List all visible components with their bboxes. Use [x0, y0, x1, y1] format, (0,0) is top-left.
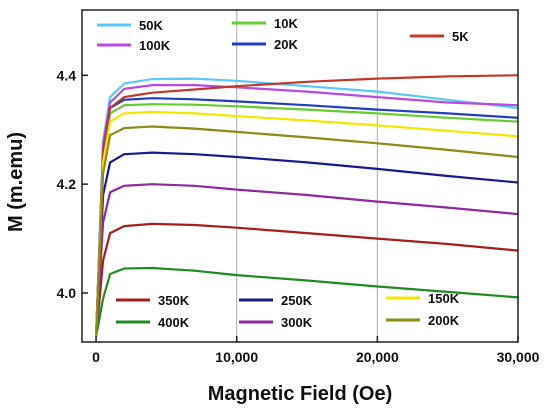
- y-tick-label: 4.2: [57, 176, 77, 192]
- legend-label-250k: 250K: [281, 293, 313, 308]
- series-line-5k: [95, 74, 519, 337]
- legend-label-200k: 200K: [428, 313, 460, 328]
- y-axis-title: M (m.emu): [5, 132, 27, 232]
- x-tick-label: 10,000: [215, 349, 258, 365]
- legend-label-5k: 5K: [452, 29, 469, 44]
- series-line-150k: [95, 110, 519, 337]
- series-line-350k: [95, 222, 519, 337]
- x-tick-label: 0: [92, 349, 100, 365]
- y-tick-label: 4.4: [57, 67, 77, 83]
- legend-label-20k: 20K: [274, 37, 298, 52]
- x-tick-label: 20,000: [356, 349, 399, 365]
- series-line-300k: [95, 183, 519, 337]
- series-line-250k: [95, 151, 519, 337]
- plot-frame: [81, 9, 519, 343]
- legend-label-50k: 50K: [139, 18, 163, 33]
- series-line-400k: [95, 266, 519, 337]
- series-line-200k: [95, 125, 519, 337]
- x-axis-title: Magnetic Field (Oe): [208, 383, 392, 405]
- y-tick-label: 4.0: [57, 285, 77, 301]
- legend-label-10k: 10K: [274, 16, 298, 31]
- legend-label-350k: 350K: [158, 293, 190, 308]
- legend: 50K 100K 10K 20K 5K 350K 400K 250K 300K 150K 200K: [97, 16, 469, 330]
- x-tick-label: 30,000: [497, 349, 540, 365]
- series-lines: [95, 74, 519, 337]
- axis-ticks: 0 10,000 20,000 30,000 4.0 4.2 4.4: [57, 67, 540, 365]
- legend-label-300k: 300K: [281, 315, 313, 330]
- legend-label-400k: 400K: [158, 315, 190, 330]
- legend-label-100k: 100K: [139, 38, 171, 53]
- legend-label-150k: 150K: [428, 291, 460, 306]
